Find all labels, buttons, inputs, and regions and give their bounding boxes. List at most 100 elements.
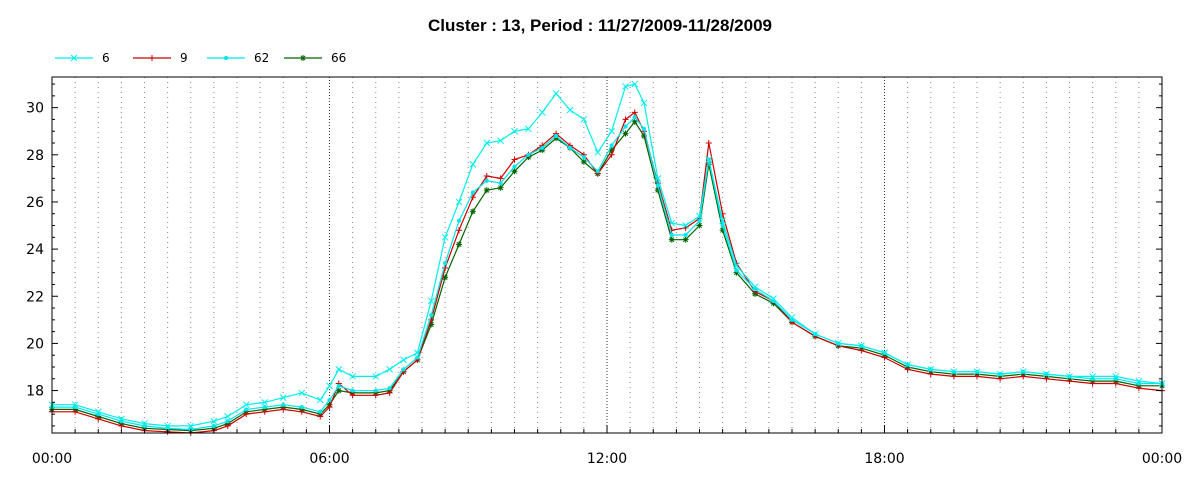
data-point bbox=[641, 132, 647, 139]
data-point bbox=[300, 55, 306, 61]
data-point bbox=[682, 222, 689, 229]
data-point bbox=[414, 349, 421, 357]
data-point bbox=[623, 124, 628, 129]
data-point bbox=[567, 145, 573, 150]
data-point bbox=[483, 187, 490, 194]
data-point bbox=[682, 236, 689, 243]
data-point bbox=[415, 355, 420, 360]
data-point bbox=[326, 404, 333, 411]
data-point bbox=[622, 83, 629, 90]
data-point bbox=[696, 212, 703, 220]
series-line bbox=[52, 83, 1163, 427]
data-point bbox=[497, 137, 504, 145]
series-line bbox=[52, 120, 1162, 432]
data-point bbox=[881, 354, 888, 361]
data-point bbox=[497, 184, 504, 191]
data-point bbox=[554, 133, 559, 139]
chart-title: Cluster : 13, Period : 11/27/2009-11/28/… bbox=[428, 16, 772, 35]
data-point bbox=[1066, 378, 1073, 385]
x-tick-label: 12:00 bbox=[587, 451, 627, 467]
data-point bbox=[631, 80, 639, 88]
data-point bbox=[834, 340, 842, 347]
data-point bbox=[298, 389, 306, 397]
data-point bbox=[631, 109, 638, 116]
data-point bbox=[705, 156, 713, 163]
data-point bbox=[95, 415, 102, 422]
data-point bbox=[224, 422, 231, 429]
data-point bbox=[1089, 380, 1096, 387]
data-point bbox=[429, 313, 434, 318]
data-point bbox=[595, 169, 600, 174]
data-point bbox=[927, 371, 934, 378]
data-point bbox=[608, 151, 615, 158]
data-point bbox=[149, 55, 155, 61]
data-point bbox=[770, 295, 777, 302]
data-point bbox=[734, 268, 739, 273]
data-point bbox=[498, 180, 503, 186]
data-point bbox=[566, 106, 574, 114]
data-point bbox=[279, 394, 287, 401]
data-point bbox=[1112, 373, 1120, 380]
data-point bbox=[511, 127, 518, 135]
data-point bbox=[327, 397, 332, 403]
data-point bbox=[696, 222, 703, 229]
data-point bbox=[581, 155, 586, 160]
data-point bbox=[373, 388, 378, 393]
data-point bbox=[719, 227, 726, 234]
data-point bbox=[1089, 373, 1096, 380]
data-point bbox=[669, 232, 674, 238]
data-point bbox=[164, 422, 171, 430]
y-tick-label: 24 bbox=[26, 242, 44, 258]
data-point bbox=[483, 173, 490, 180]
data-point bbox=[442, 264, 449, 271]
x-tick-label: 18:00 bbox=[864, 451, 904, 467]
data-point bbox=[242, 401, 250, 409]
series-6 bbox=[48, 80, 1166, 430]
data-point bbox=[455, 198, 463, 206]
data-point bbox=[118, 415, 125, 423]
x-tick-label: 00:00 bbox=[1142, 451, 1182, 467]
data-point bbox=[580, 116, 588, 123]
data-point bbox=[349, 392, 356, 399]
data-point bbox=[456, 218, 462, 223]
data-point bbox=[511, 168, 518, 175]
data-point bbox=[484, 178, 489, 183]
y-tick-label: 20 bbox=[26, 336, 44, 352]
data-point bbox=[705, 140, 712, 147]
data-point bbox=[1066, 373, 1073, 380]
data-point bbox=[441, 233, 449, 241]
series-layer bbox=[48, 80, 1166, 436]
data-point bbox=[540, 145, 545, 150]
data-point bbox=[997, 375, 1004, 382]
data-point bbox=[788, 314, 796, 321]
data-point bbox=[386, 389, 393, 396]
data-point bbox=[539, 147, 546, 154]
data-point bbox=[456, 241, 462, 248]
data-point bbox=[553, 135, 560, 142]
data-point bbox=[622, 130, 629, 137]
data-point bbox=[280, 406, 287, 413]
data-point bbox=[262, 404, 267, 410]
legend-label: 6 bbox=[102, 51, 110, 65]
data-point bbox=[244, 407, 249, 412]
series-line bbox=[52, 116, 1162, 431]
data-point bbox=[719, 217, 726, 225]
data-point bbox=[622, 116, 629, 123]
data-point bbox=[335, 387, 342, 394]
data-point bbox=[1020, 373, 1027, 380]
data-point bbox=[705, 161, 712, 168]
data-point bbox=[512, 164, 517, 169]
data-point bbox=[298, 408, 305, 415]
legend-label: 66 bbox=[331, 51, 346, 65]
data-point bbox=[225, 419, 230, 424]
legend-label: 62 bbox=[254, 51, 269, 65]
data-point bbox=[608, 147, 615, 154]
data-point bbox=[904, 361, 911, 368]
data-point bbox=[70, 54, 78, 62]
data-point bbox=[640, 99, 648, 107]
data-point bbox=[668, 219, 676, 227]
data-point bbox=[211, 423, 216, 429]
data-point bbox=[683, 232, 688, 238]
data-point bbox=[552, 90, 560, 97]
